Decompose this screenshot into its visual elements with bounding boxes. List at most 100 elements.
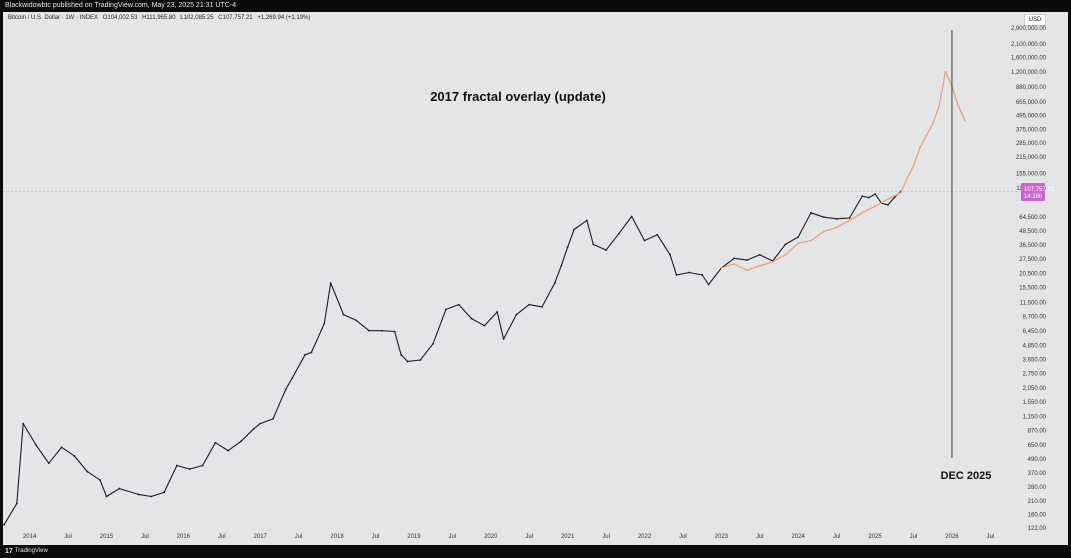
fractal-point <box>944 70 947 73</box>
dec-2025-annotation: DEC 2025 <box>941 470 992 482</box>
y-tick-label: 27,500.00 <box>1019 257 1046 263</box>
price-point <box>605 249 607 252</box>
x-tick-label: Jul <box>449 534 457 540</box>
fractal-point <box>784 253 787 256</box>
fractal-point <box>886 198 889 201</box>
countdown-label: 14:28h <box>1024 194 1042 200</box>
y-tick-label: 122.00 <box>1028 526 1047 532</box>
fractal-point <box>861 211 864 214</box>
tradingview-logo-icon: 17 <box>5 548 13 555</box>
close-value: C107,757.21 <box>218 15 253 21</box>
price-point <box>3 523 5 526</box>
current-price-tag: 107,757.21 14:28h <box>1021 183 1055 201</box>
y-tick-label: 160.00 <box>1028 513 1047 519</box>
fractal-point <box>957 105 960 108</box>
price-point <box>573 228 575 231</box>
y-tick-label: 20,500.00 <box>1019 272 1046 278</box>
price-point <box>15 502 18 505</box>
price-point <box>541 306 543 308</box>
chart-title: 2017 fractal overlay (update) <box>430 89 606 104</box>
y-tick-label: 285,000.00 <box>1016 141 1047 147</box>
fractal-point <box>938 105 941 108</box>
price-point <box>669 253 672 256</box>
fractal-point <box>720 267 723 269</box>
currency-button[interactable]: USD <box>1024 14 1046 26</box>
price-point <box>701 274 704 276</box>
price-point <box>380 329 383 332</box>
price-point <box>483 324 486 327</box>
y-tick-label: 1,600,000.00 <box>1011 56 1047 62</box>
x-tick-label: Jul <box>141 534 149 540</box>
fractal-point <box>733 262 736 265</box>
price-point <box>758 253 761 256</box>
current-price-label: 107,757.21 <box>1024 187 1055 193</box>
x-tick-label: 2016 <box>177 534 191 540</box>
y-tick-label: 15,500.00 <box>1019 286 1046 292</box>
x-tick-label: Jul <box>64 534 72 540</box>
y-tick-label: 2,050.00 <box>1023 386 1047 392</box>
x-tick-label: Jul <box>525 534 533 540</box>
price-point <box>848 217 851 219</box>
price-point <box>355 319 358 322</box>
price-point <box>585 219 588 222</box>
y-tick-label: 2,100,000.00 <box>1011 42 1047 48</box>
price-point <box>784 243 787 246</box>
price-point <box>400 353 403 356</box>
price-point <box>566 246 569 249</box>
price-point <box>432 342 435 345</box>
fractal-point <box>835 226 838 229</box>
price-point <box>22 422 25 425</box>
price-point <box>163 491 166 494</box>
price-point <box>406 360 409 363</box>
symbol-name: Bitcoin / U.S. Dollar · 1W · INDEX <box>8 15 99 21</box>
price-point <box>368 329 370 332</box>
y-tick-label: 650.00 <box>1028 443 1047 449</box>
price-point <box>99 479 101 482</box>
x-tick-label: 2025 <box>868 534 882 540</box>
price-point <box>835 217 838 220</box>
chart-panel[interactable] <box>3 12 1068 545</box>
fractal-point <box>912 165 915 167</box>
x-tick-label: 2020 <box>484 534 498 540</box>
y-tick-label: 155,000.00 <box>1016 171 1047 177</box>
y-axis: 2,900,000.00 2,100,000.00 1,600,000.00 1,20… <box>1011 26 1047 532</box>
price-point <box>746 259 748 261</box>
tradingview-logo[interactable]: 17 TradingView <box>5 545 48 558</box>
price-point <box>137 493 140 496</box>
open-value: O104,002.53 <box>102 15 138 21</box>
series-group <box>3 70 966 526</box>
y-tick-label: 2,750.00 <box>1023 371 1047 377</box>
price-point <box>675 274 678 276</box>
price-point <box>797 236 800 238</box>
price-point <box>617 232 620 235</box>
price-point <box>35 444 37 446</box>
price-point <box>630 215 633 218</box>
price-point <box>893 196 896 199</box>
price-point <box>47 462 50 465</box>
price-point <box>201 464 204 467</box>
price-point <box>470 317 473 320</box>
x-tick-label: Jul <box>833 534 841 540</box>
x-tick-label: 2017 <box>254 534 268 540</box>
price-point <box>861 195 864 197</box>
low-value: L102,085.25 <box>180 15 214 21</box>
x-tick-label: 2014 <box>23 534 37 540</box>
x-tick-label: Jul <box>910 534 918 540</box>
price-point <box>310 351 313 354</box>
fractal-point <box>906 177 909 180</box>
fractal-point <box>925 134 928 137</box>
fractal-point <box>963 119 966 122</box>
x-axis: 2014 Jul 2015 Jul 2016 Jul 2017 Jul 2018 Jul 2019 J… <box>23 534 994 540</box>
y-tick-label: 1,200,000.00 <box>1011 70 1047 76</box>
y-tick-label: 4,850.00 <box>1023 343 1047 349</box>
y-tick-label: 870.00 <box>1028 429 1047 435</box>
btc-price-series <box>3 191 902 526</box>
fractal-point <box>771 261 774 263</box>
price-point <box>259 422 262 425</box>
x-tick-label: Jul <box>987 534 995 540</box>
price-point <box>342 313 345 316</box>
fractal-point <box>899 191 902 194</box>
price-point <box>329 282 332 284</box>
x-tick-label: 2026 <box>945 534 959 540</box>
